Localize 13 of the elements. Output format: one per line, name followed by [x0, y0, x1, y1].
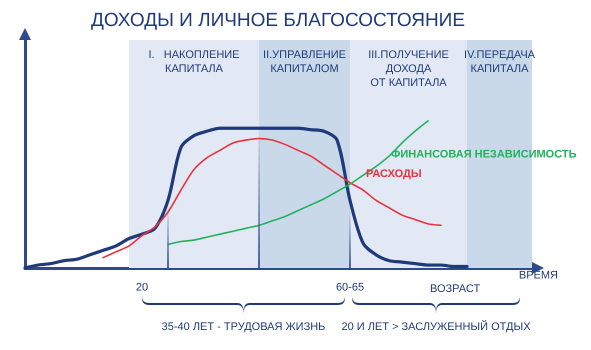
- text: 20 И ЛЕТ > ЗАСЛУЖЕННЫЙ ОТДЫХ: [341, 320, 532, 333]
- x-tick-label: 20: [136, 282, 148, 294]
- text: IV.ПЕРЕДАЧА КАПИТАЛА: [464, 49, 536, 75]
- series-label: ФИНАНСОВАЯ НЕЗАВИСИМОСТЬ: [391, 148, 577, 160]
- text: I. НАКОПЛЕНИЕ КАПИТАЛА: [148, 49, 240, 75]
- x-tick-label: 60-65: [336, 282, 364, 294]
- x-axis-title: ВРЕМЯ: [518, 270, 558, 282]
- text: II.УПРАВЛЕНИЕ КАПИТАЛОМ: [263, 49, 346, 75]
- text: 35-40 ЛЕТ - ТРУДОВАЯ ЖИЗНЬ: [162, 321, 326, 333]
- text: III.ПОЛУЧЕНИЕ ДОХОДА ОТ КАПИТАЛА: [368, 49, 449, 89]
- chart-title: ДОХОДЫ И ЛИЧНОЕ БЛАГОСОСТОЯНИЕ: [91, 10, 466, 31]
- text: ВОЗРАСТ: [430, 283, 480, 295]
- series-label: РАСХОДЫ: [366, 168, 422, 180]
